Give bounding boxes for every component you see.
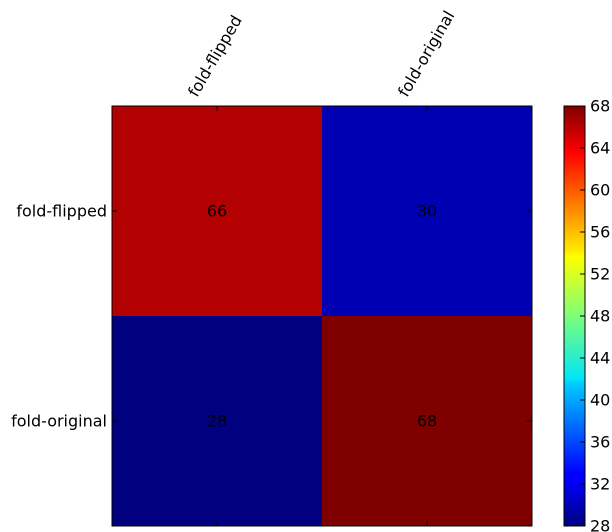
colorbar-ticks: 28 32 36 40 44 48 52 56 60 64 68 [580,97,610,532]
colorbar: 28 32 36 40 44 48 52 56 60 64 68 [563,97,610,532]
y-axis-ticks: fold-flipped fold-original [11,202,532,431]
heatmap-cell-1-1 [322,316,532,526]
heatmap-cell-value-0-0: 66 [207,202,227,221]
y-tick-label-0: fold-flipped [16,202,107,221]
colorbar-tick-label-8: 60 [590,181,610,200]
y-tick-label-1: fold-original [11,412,107,431]
heatmap-cell-value-1-1: 68 [417,412,437,431]
colorbar-tick-label-7: 56 [590,223,610,242]
colorbar-tick-label-2: 36 [590,433,610,452]
heatmap-frame [111,105,533,527]
x-tick-label-1: fold-original [394,7,458,100]
heatmap-cell-0-1 [322,106,532,316]
heatmap-cells [112,106,532,526]
colorbar-tick-label-3: 40 [590,391,610,410]
colorbar-gradient [564,106,585,526]
colorbar-tick-label-0: 28 [590,517,610,532]
x-tick-label-0: fold-flipped [184,12,246,100]
colorbar-tick-label-4: 44 [590,349,610,368]
heatmap-cell-labels: 66 30 28 68 [207,202,437,431]
colorbar-tick-label-5: 48 [590,307,610,326]
colorbar-tick-label-9: 64 [590,139,610,158]
colorbar-tick-label-10: 68 [590,97,610,116]
heatmap-cell-value-1-0: 28 [207,412,227,431]
heatmap-cell-1-0 [112,316,322,526]
heatmap-cell-0-0 [112,106,322,316]
colorbar-tick-label-6: 52 [590,265,610,284]
heatmap-cell-value-0-1: 30 [417,202,437,221]
colorbar-tick-label-1: 32 [590,475,610,494]
